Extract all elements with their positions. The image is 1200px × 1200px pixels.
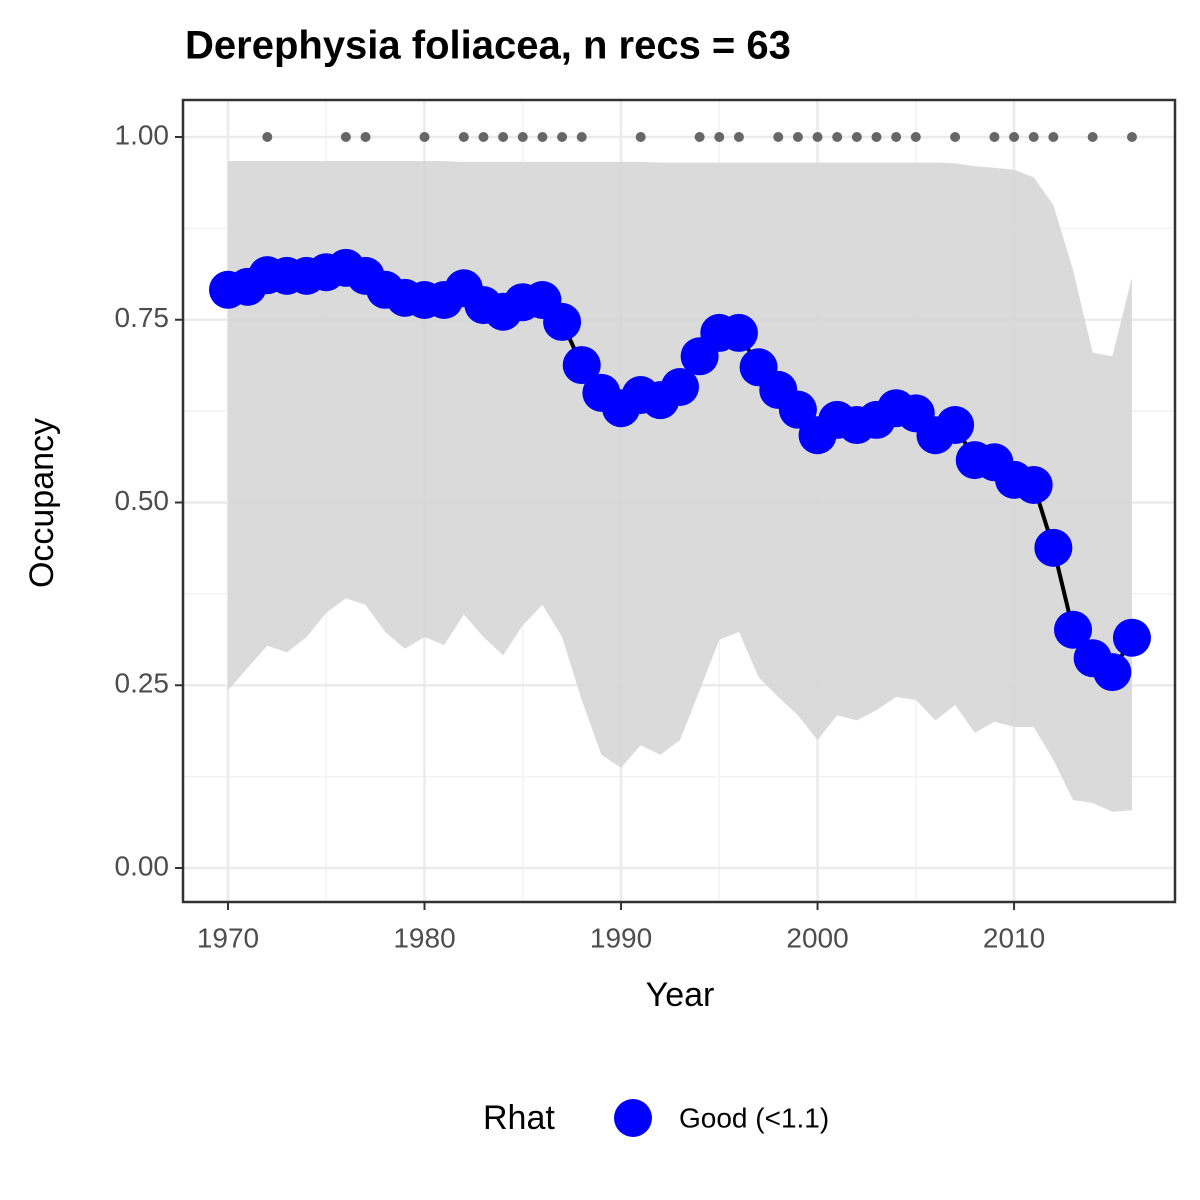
legend-marker: [614, 1099, 652, 1137]
record-dot: [950, 131, 961, 142]
record-dot: [773, 131, 784, 142]
record-dot: [635, 131, 646, 142]
record-dot: [733, 131, 744, 142]
record-dot: [1048, 131, 1059, 142]
record-dot: [1009, 131, 1020, 142]
x-tick-label: 1970: [197, 922, 259, 953]
y-tick-label: 0.50: [115, 485, 170, 516]
record-dot: [694, 131, 705, 142]
data-point: [660, 367, 699, 406]
record-dot: [1028, 131, 1039, 142]
data-point: [1112, 618, 1151, 657]
record-dot: [1126, 131, 1137, 142]
record-dot: [792, 131, 803, 142]
record-dot: [714, 131, 725, 142]
record-dot: [1087, 131, 1098, 142]
record-dot: [340, 131, 351, 142]
data-point: [1093, 653, 1132, 692]
data-point: [719, 313, 758, 352]
data-point: [1034, 528, 1073, 567]
legend-label: Good (<1.1): [679, 1102, 829, 1133]
record-dot: [262, 131, 273, 142]
data-point: [543, 302, 582, 341]
record-dot: [871, 131, 882, 142]
x-tick-label: 1980: [393, 922, 455, 953]
record-dot: [910, 131, 921, 142]
record-dot: [360, 131, 371, 142]
y-tick-label: 0.00: [115, 850, 170, 881]
record-dot: [851, 131, 862, 142]
confidence-band: [228, 161, 1132, 812]
chart-title: Derephysia foliacea, n recs = 63: [185, 24, 791, 68]
x-tick-label: 1990: [590, 922, 652, 953]
plot-border: [181, 98, 1177, 904]
record-dot: [832, 131, 843, 142]
y-tick-label: 0.75: [115, 302, 170, 333]
data-point: [1014, 465, 1053, 504]
legend-title: Rhat: [483, 1099, 555, 1137]
data-point: [936, 406, 975, 445]
record-dot: [989, 131, 1000, 142]
y-tick-label: 1.00: [115, 119, 170, 150]
y-axis-title: Occupancy: [23, 418, 61, 588]
x-axis-title: Year: [646, 976, 715, 1014]
record-dot: [812, 131, 823, 142]
record-dot: [557, 131, 568, 142]
data-point: [778, 390, 817, 429]
record-dot: [537, 131, 548, 142]
record-dot: [458, 131, 469, 142]
record-dot: [419, 131, 430, 142]
x-tick-label: 2010: [983, 922, 1045, 953]
record-dot: [498, 131, 509, 142]
data-point: [1054, 610, 1093, 649]
data-point: [562, 346, 601, 385]
record-dot: [576, 131, 587, 142]
record-dot: [478, 131, 489, 142]
record-dot: [891, 131, 902, 142]
x-tick-label: 2000: [786, 922, 848, 953]
y-tick-label: 0.25: [115, 668, 170, 699]
record-dot: [517, 131, 528, 142]
